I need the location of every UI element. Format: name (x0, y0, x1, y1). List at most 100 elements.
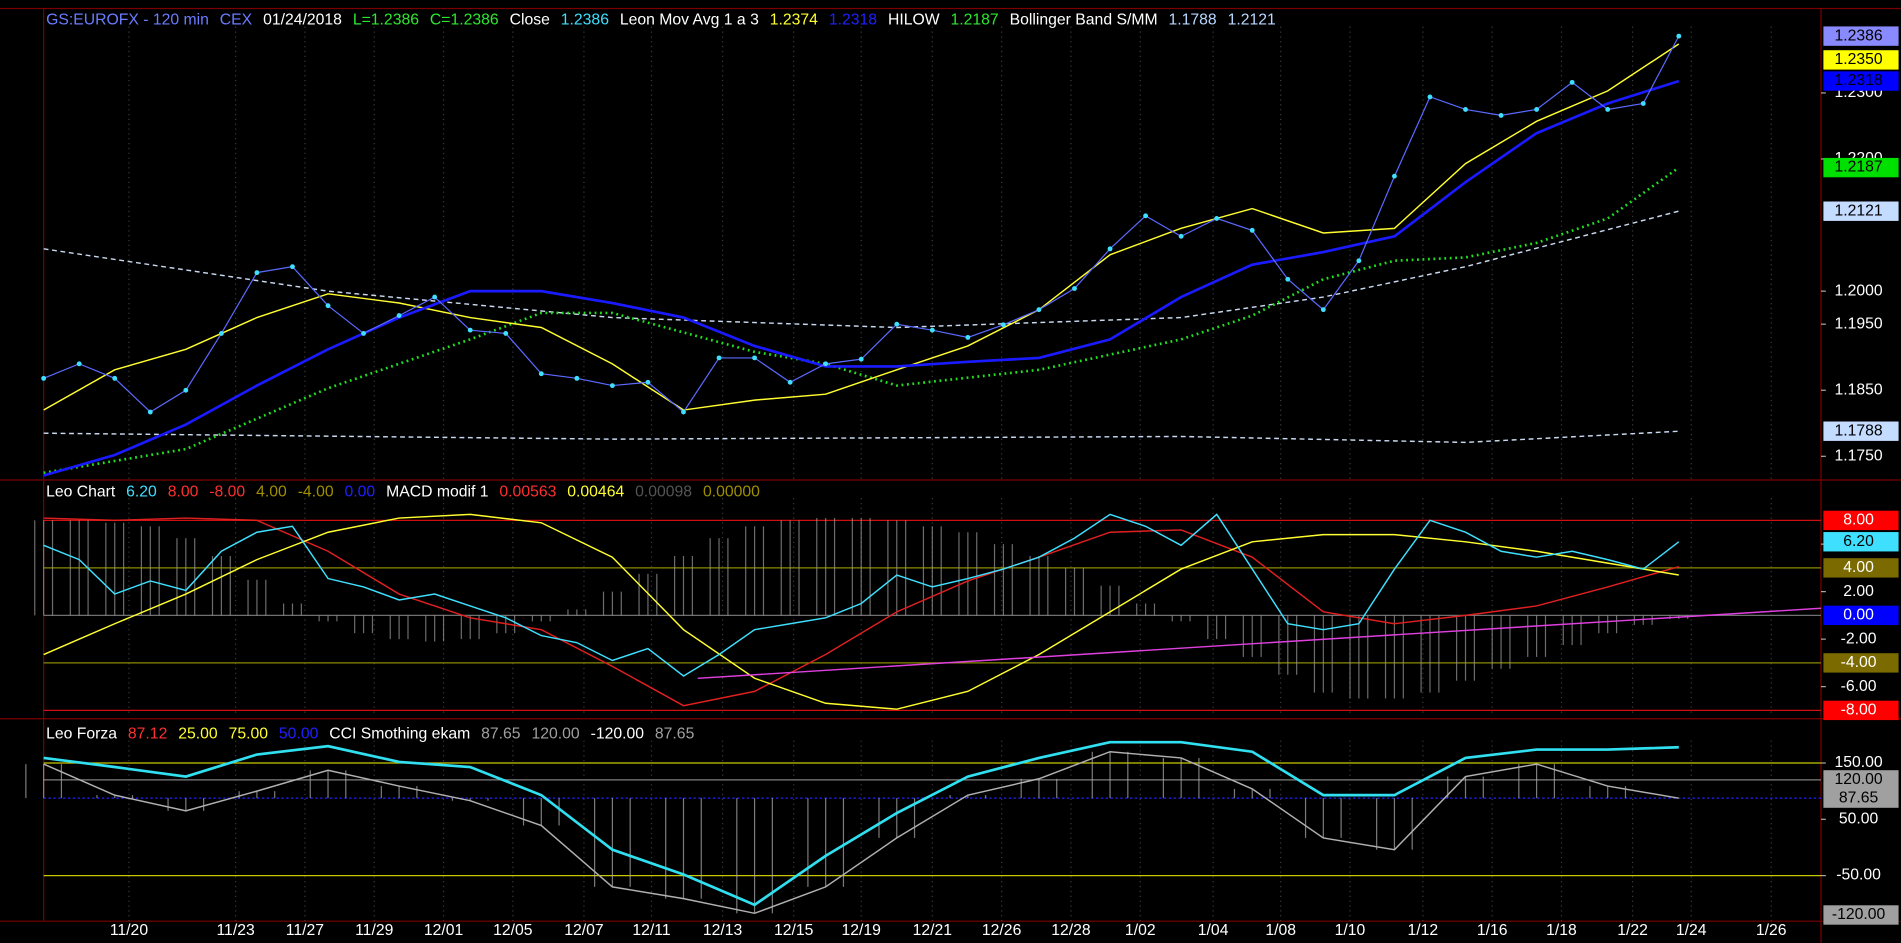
series-line (43, 79, 1680, 477)
value-marker-label: 1.2350 (1834, 51, 1882, 68)
x-tick-label: 12/01 (424, 922, 463, 939)
axis-background (1822, 723, 1901, 922)
x-tick-label: 1/16 (1477, 922, 1508, 939)
data-point (858, 356, 864, 362)
y-tick-label: -2.00 (1841, 630, 1877, 647)
series-line (43, 513, 1680, 677)
value-marker-label: 1.2386 (1834, 27, 1882, 44)
data-point (1534, 107, 1540, 112)
y-tick-label: 1.2000 (1834, 282, 1882, 299)
trend-line (697, 607, 1822, 680)
x-tick-label: 11/27 (286, 922, 324, 939)
legend-item: 1.2187 (951, 12, 999, 29)
data-point (147, 409, 153, 415)
data-point (1000, 322, 1006, 328)
x-tick-label: 12/05 (493, 922, 533, 939)
y-tick-label: -4.00 (1841, 654, 1877, 671)
data-point (1249, 227, 1255, 233)
data-point (1569, 79, 1575, 85)
series-line (43, 43, 1680, 411)
series-line (43, 166, 1680, 475)
data-point (1356, 258, 1362, 264)
data-point (609, 383, 615, 389)
legend-item: 1.2386 (561, 12, 609, 29)
legend-item: MACD modif 1 (386, 483, 488, 500)
data-point (645, 379, 651, 385)
x-tick-label: 12/11 (632, 922, 670, 939)
data-point (1427, 94, 1433, 100)
data-point (254, 270, 260, 276)
data-point (1143, 213, 1149, 219)
data-point (112, 375, 118, 381)
value-marker-label: 6.20 (1843, 533, 1874, 550)
x-tick-label: 1/24 (1676, 922, 1707, 939)
legend-item: 0.00464 (567, 483, 624, 500)
data-point (290, 264, 295, 270)
legend-item: Leo Forza (46, 726, 117, 743)
legend-item: CEX (220, 12, 253, 29)
legend-item: 8.00 (168, 483, 199, 500)
series (43, 513, 1679, 710)
legend-item: 0.00563 (499, 483, 556, 500)
data-point (467, 327, 473, 333)
data-point (1036, 307, 1042, 313)
y-tick-label: 2.00 (1843, 583, 1874, 600)
data-point (432, 294, 438, 300)
x-tick-label: 1/12 (1408, 922, 1439, 939)
x-tick-label: 1/10 (1335, 922, 1366, 939)
series (34, 518, 1689, 699)
series-line (43, 430, 1679, 444)
value-marker (1823, 26, 1899, 46)
data-point (1498, 112, 1504, 118)
legend-item: 75.00 (229, 726, 269, 743)
value-marker-label: 87.65 (1839, 789, 1879, 806)
series-line (43, 740, 1679, 907)
x-tick-label: 11/20 (110, 922, 148, 939)
legend-item: 87.65 (655, 726, 695, 743)
series (43, 517, 1679, 707)
legend-item: GS:EUROFX - 120 min (46, 12, 209, 29)
series (43, 43, 1680, 411)
series (43, 740, 1679, 907)
y-tick-label: 1.1750 (1834, 447, 1882, 464)
series (43, 513, 1680, 677)
data-point (1285, 276, 1291, 282)
series-line (43, 750, 1679, 915)
series (43, 166, 1680, 475)
y-tick-box (1823, 770, 1899, 790)
legend-item: 50.00 (279, 726, 319, 743)
series (43, 79, 1680, 477)
x-tick-label: 12/21 (913, 922, 952, 939)
data-point (1640, 101, 1646, 106)
series (43, 430, 1679, 444)
x-tick-label: 12/07 (564, 922, 603, 939)
value-marker-label: 1.2121 (1834, 202, 1882, 219)
legend-item: HILOW (888, 12, 940, 29)
x-tick-label: 12/26 (982, 922, 1022, 939)
x-tick-label: 1/26 (1756, 922, 1787, 939)
y-tick-box (1823, 605, 1899, 626)
data-point (823, 361, 829, 367)
x-tick-label: 11/23 (216, 922, 254, 939)
data-point (503, 331, 509, 336)
x-tick-label: 1/08 (1265, 922, 1296, 939)
data-point (361, 331, 366, 336)
data-point (1605, 107, 1611, 112)
series (43, 210, 1679, 329)
data-point (1463, 107, 1468, 112)
legend-item: L=1.2386 (353, 12, 419, 29)
data-point (218, 331, 224, 336)
value-marker-label: 1.1788 (1834, 422, 1882, 439)
data-point (1178, 233, 1184, 239)
value-marker (1823, 50, 1899, 70)
legend-item: CCI Smothing ekam (329, 726, 470, 743)
y-tick-box (1823, 558, 1899, 578)
y-tick-label: 4.00 (1843, 559, 1874, 576)
data-point (574, 375, 580, 381)
legend-item: 1.2374 (770, 12, 818, 29)
y-tick-label: -8.00 (1841, 702, 1877, 719)
y-tick-label: 120.00 (1834, 771, 1882, 788)
x-tick-label: 1/22 (1617, 922, 1648, 939)
